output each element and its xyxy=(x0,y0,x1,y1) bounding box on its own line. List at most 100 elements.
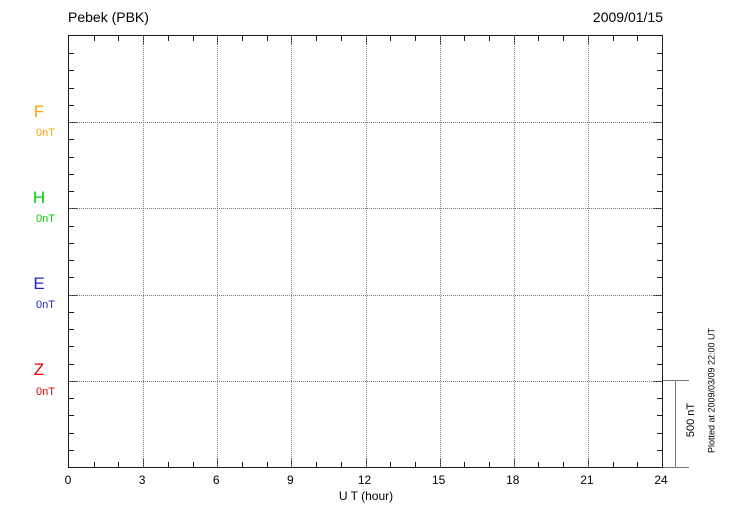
baseline-gridline xyxy=(69,381,662,382)
y-tick-mark xyxy=(657,260,662,261)
y-tick-mark xyxy=(69,346,74,347)
scale-bar-label: 500 nT xyxy=(685,402,697,438)
y-tick-mark xyxy=(657,53,662,54)
x-tick-mark xyxy=(613,462,614,467)
x-tick-label: 3 xyxy=(138,473,146,487)
y-tick-mark xyxy=(657,88,662,89)
y-tick-mark xyxy=(69,398,74,399)
vertical-gridline xyxy=(217,36,218,467)
x-tick-mark xyxy=(415,462,416,467)
channel-baseline-z: 0nT xyxy=(36,386,55,398)
x-tick-mark xyxy=(637,462,638,467)
station-title: Pebek (PBK) xyxy=(68,9,149,25)
y-tick-mark xyxy=(657,415,662,416)
y-tick-mark xyxy=(657,157,662,158)
y-tick-mark xyxy=(69,433,74,434)
y-tick-mark xyxy=(657,329,662,330)
x-tick-label: 0 xyxy=(64,473,72,487)
vertical-gridline xyxy=(291,36,292,467)
x-tick-mark xyxy=(390,462,391,467)
x-tick-mark xyxy=(415,36,416,41)
x-tick-mark xyxy=(168,36,169,41)
x-tick-mark xyxy=(267,462,268,467)
y-tick-mark xyxy=(69,260,74,261)
channel-baseline-e: 0nT xyxy=(36,299,55,311)
x-tick-mark xyxy=(538,462,539,467)
x-tick-mark xyxy=(390,36,391,41)
x-tick-mark xyxy=(316,36,317,41)
y-tick-mark xyxy=(69,157,74,158)
scale-bar-line xyxy=(675,380,676,468)
scale-bar-top-cap xyxy=(663,380,689,381)
x-tick-label: 12 xyxy=(357,473,372,487)
y-tick-mark xyxy=(657,139,662,140)
channel-baseline-f: 0nT xyxy=(36,127,55,139)
y-tick-mark xyxy=(657,312,662,313)
y-tick-mark xyxy=(657,433,662,434)
y-tick-mark xyxy=(69,53,74,54)
y-tick-mark xyxy=(69,364,74,365)
baseline-gridline xyxy=(69,295,662,296)
x-tick-mark xyxy=(613,36,614,41)
x-tick-label: 9 xyxy=(287,473,294,487)
x-tick-mark xyxy=(193,36,194,41)
y-tick-mark xyxy=(69,415,74,416)
plotted-at-note: Plotted at 2009/03/09 22:00 UT xyxy=(706,327,717,454)
x-tick-mark xyxy=(464,36,465,41)
y-tick-mark xyxy=(657,277,662,278)
y-tick-mark xyxy=(69,329,74,330)
y-tick-mark xyxy=(657,191,662,192)
x-tick-mark xyxy=(94,36,95,41)
plot-area xyxy=(68,35,663,468)
x-tick-mark xyxy=(563,36,564,41)
y-tick-mark xyxy=(69,243,74,244)
y-tick-mark xyxy=(657,450,662,451)
y-tick-mark xyxy=(69,450,74,451)
channel-label-z: Z xyxy=(33,360,45,379)
x-tick-label: 6 xyxy=(212,473,220,487)
baseline-gridline xyxy=(69,122,662,123)
vertical-gridline xyxy=(588,36,589,467)
channel-label-f: F xyxy=(33,102,45,121)
x-tick-mark xyxy=(489,36,490,41)
y-tick-mark xyxy=(69,105,74,106)
y-tick-mark xyxy=(69,191,74,192)
x-tick-label: 21 xyxy=(580,473,594,487)
baseline-gridline xyxy=(69,208,662,209)
channel-label-h: H xyxy=(32,188,46,207)
y-tick-mark xyxy=(69,174,74,175)
x-tick-mark xyxy=(637,36,638,41)
x-tick-mark xyxy=(538,36,539,41)
vertical-gridline xyxy=(514,36,515,467)
y-tick-mark xyxy=(69,88,74,89)
y-tick-mark xyxy=(69,139,74,140)
x-tick-mark xyxy=(94,462,95,467)
x-tick-mark xyxy=(563,462,564,467)
x-tick-mark xyxy=(464,462,465,467)
x-tick-mark xyxy=(193,462,194,467)
x-axis-label: U T (hour) xyxy=(338,489,394,503)
x-tick-label: 24 xyxy=(654,473,668,487)
vertical-gridline xyxy=(366,36,367,467)
x-tick-mark xyxy=(341,36,342,41)
vertical-gridline xyxy=(143,36,144,467)
x-tick-mark xyxy=(242,36,243,41)
y-tick-mark xyxy=(657,346,662,347)
x-tick-mark xyxy=(316,462,317,467)
x-tick-mark xyxy=(489,462,490,467)
y-tick-mark xyxy=(69,277,74,278)
y-tick-mark xyxy=(657,226,662,227)
y-tick-mark xyxy=(657,105,662,106)
plot-date: 2009/01/15 xyxy=(592,9,663,25)
x-tick-mark xyxy=(168,462,169,467)
y-tick-mark xyxy=(657,174,662,175)
x-tick-mark xyxy=(118,36,119,41)
y-tick-mark xyxy=(657,70,662,71)
y-tick-mark xyxy=(657,243,662,244)
x-tick-mark xyxy=(341,462,342,467)
y-tick-mark xyxy=(69,70,74,71)
vertical-gridline xyxy=(440,36,441,467)
y-tick-mark xyxy=(69,226,74,227)
channel-baseline-h: 0nT xyxy=(36,213,55,225)
